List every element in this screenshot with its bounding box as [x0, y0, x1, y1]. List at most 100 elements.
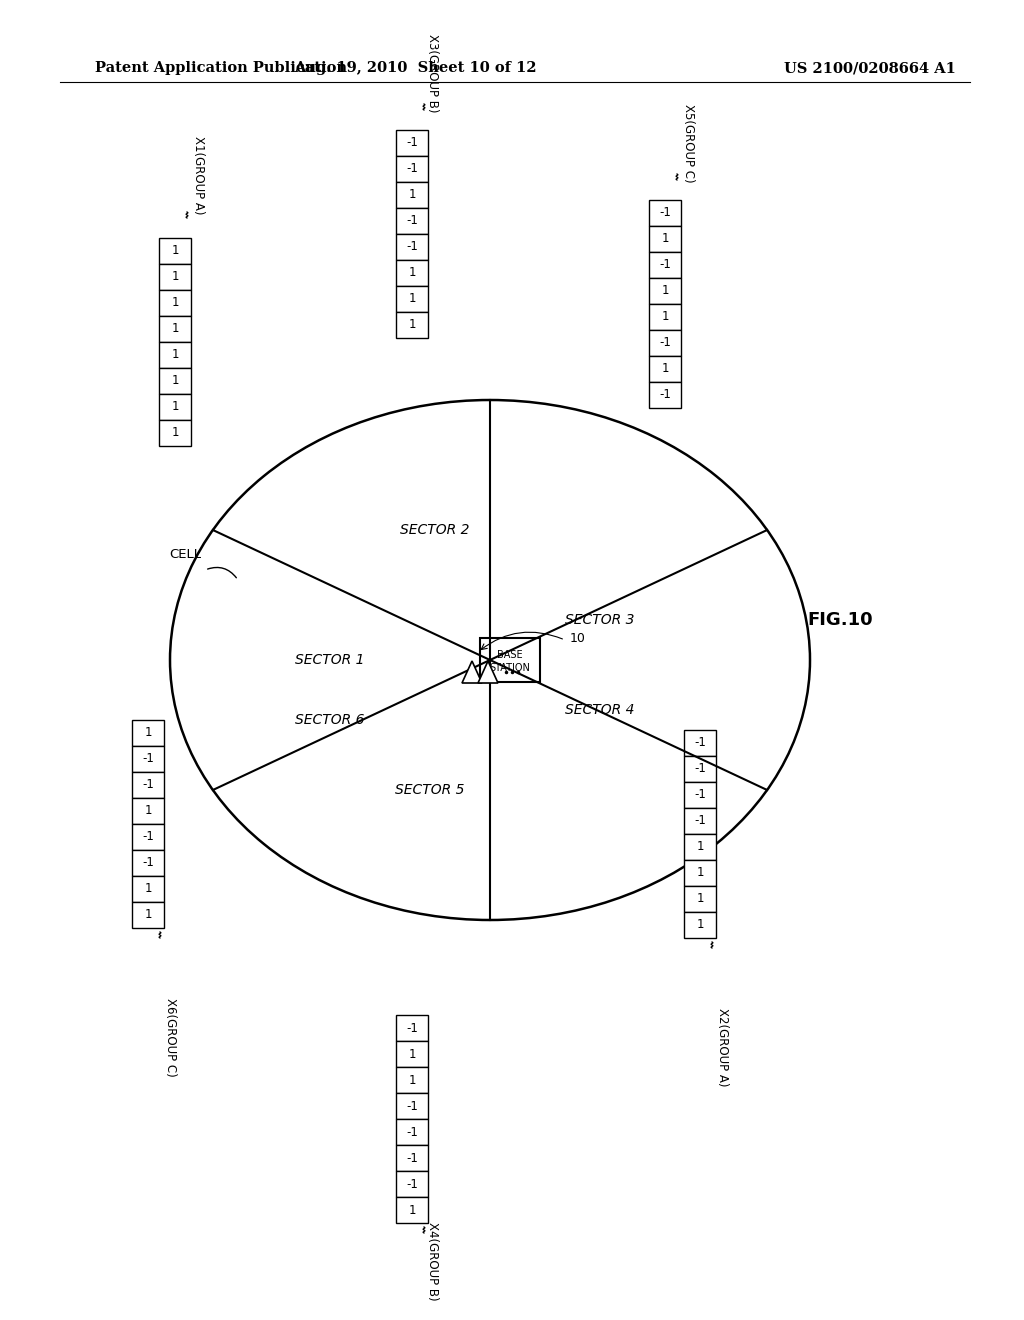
Text: -1: -1 [407, 1100, 418, 1113]
Bar [132, 902, 164, 928]
Text: X6(GROUP C): X6(GROUP C) [164, 998, 176, 1077]
Text: 1: 1 [696, 866, 703, 879]
Text: 1: 1 [409, 1048, 416, 1060]
Bar [649, 304, 681, 330]
Bar [649, 381, 681, 408]
Text: 1: 1 [409, 189, 416, 202]
Bar [396, 209, 428, 234]
Bar [159, 393, 191, 420]
Text: 1: 1 [144, 726, 152, 739]
Bar [396, 1119, 428, 1144]
Text: US 2100/0208664 A1: US 2100/0208664 A1 [784, 61, 956, 75]
Text: 1: 1 [144, 804, 152, 817]
Text: 1: 1 [662, 285, 669, 297]
Text: 1: 1 [171, 348, 179, 362]
Bar [396, 156, 428, 182]
Bar [684, 808, 716, 834]
Text: -1: -1 [407, 214, 418, 227]
Bar [396, 129, 428, 156]
Bar [396, 1171, 428, 1197]
Text: -1: -1 [659, 337, 671, 350]
Text: SECTOR 6: SECTOR 6 [295, 713, 365, 727]
Text: -1: -1 [694, 788, 706, 801]
Bar [396, 1015, 428, 1041]
Bar [684, 834, 716, 861]
Bar [132, 772, 164, 799]
Text: 10: 10 [570, 631, 586, 644]
Text: 1: 1 [662, 310, 669, 323]
Bar [159, 342, 191, 368]
Bar [132, 719, 164, 746]
Bar [132, 799, 164, 824]
Bar [649, 330, 681, 356]
Text: -1: -1 [142, 752, 154, 766]
Text: 1: 1 [409, 1204, 416, 1217]
Text: SECTOR 4: SECTOR 4 [565, 704, 635, 717]
Text: -1: -1 [142, 857, 154, 870]
Text: -1: -1 [407, 240, 418, 253]
Text: -1: -1 [142, 779, 154, 792]
Text: X2(GROUP A): X2(GROUP A) [716, 1008, 728, 1086]
Bar [684, 886, 716, 912]
Polygon shape [478, 661, 498, 682]
Bar [396, 234, 428, 260]
Text: 1: 1 [171, 426, 179, 440]
Text: 1: 1 [696, 841, 703, 854]
Bar [396, 1197, 428, 1224]
Text: -1: -1 [407, 1126, 418, 1138]
Text: X5(GROUP C): X5(GROUP C) [682, 104, 694, 183]
Bar [649, 356, 681, 381]
Polygon shape [462, 661, 482, 682]
Text: 1: 1 [662, 363, 669, 375]
Text: FIG.10: FIG.10 [807, 611, 872, 630]
Bar [396, 260, 428, 286]
Text: CELL: CELL [169, 549, 201, 561]
Text: -1: -1 [694, 737, 706, 750]
Text: -1: -1 [407, 136, 418, 149]
Text: SECTOR 5: SECTOR 5 [395, 783, 465, 797]
Bar [649, 252, 681, 279]
Bar [649, 226, 681, 252]
Text: SECTOR 1: SECTOR 1 [295, 653, 365, 667]
Text: Aug. 19, 2010  Sheet 10 of 12: Aug. 19, 2010 Sheet 10 of 12 [294, 61, 537, 75]
Text: 1: 1 [171, 297, 179, 309]
Text: 1: 1 [171, 375, 179, 388]
Text: 1: 1 [696, 919, 703, 932]
Text: Patent Application Publication: Patent Application Publication [95, 61, 347, 75]
Text: -1: -1 [659, 206, 671, 219]
Text: -1: -1 [407, 1022, 418, 1035]
Text: -1: -1 [407, 162, 418, 176]
Text: BASE: BASE [498, 649, 523, 660]
Bar [649, 279, 681, 304]
Bar [480, 638, 540, 682]
Bar [684, 730, 716, 756]
Bar [396, 1093, 428, 1119]
Bar [396, 1144, 428, 1171]
Text: 1: 1 [171, 322, 179, 335]
Text: -1: -1 [407, 1177, 418, 1191]
Text: SECTOR 2: SECTOR 2 [400, 523, 470, 537]
Bar [396, 286, 428, 312]
Text: 1: 1 [171, 244, 179, 257]
Text: X1(GROUP A): X1(GROUP A) [191, 136, 205, 215]
Bar [684, 912, 716, 939]
Text: 1: 1 [409, 1073, 416, 1086]
Bar [159, 290, 191, 315]
Text: 1: 1 [171, 400, 179, 413]
Text: 1: 1 [171, 271, 179, 284]
Text: 1: 1 [144, 908, 152, 921]
Bar [159, 264, 191, 290]
Text: 1: 1 [409, 318, 416, 331]
Bar [684, 861, 716, 886]
Text: 1: 1 [409, 267, 416, 280]
Bar [684, 781, 716, 808]
Bar [684, 756, 716, 781]
Text: X3(GROUP B): X3(GROUP B) [427, 33, 439, 112]
Text: -1: -1 [659, 259, 671, 272]
Bar [159, 420, 191, 446]
Bar [159, 368, 191, 393]
Bar [396, 1067, 428, 1093]
Text: 1: 1 [696, 892, 703, 906]
Text: -1: -1 [694, 814, 706, 828]
Bar [396, 182, 428, 209]
